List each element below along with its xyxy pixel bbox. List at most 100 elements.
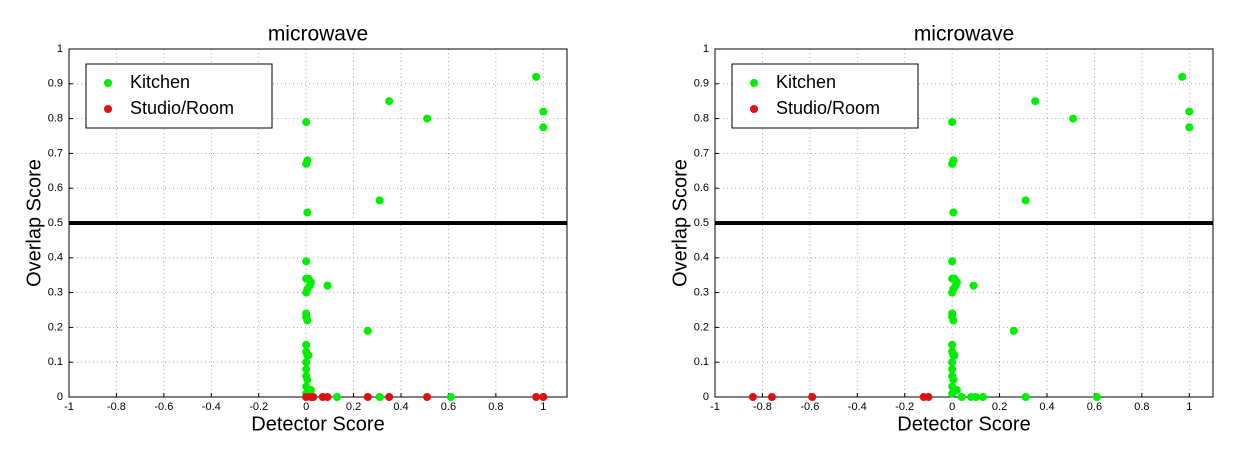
chart-title: microwave bbox=[268, 23, 368, 46]
point bbox=[539, 107, 548, 116]
point bbox=[302, 358, 311, 367]
x-tick-label: 0.2 bbox=[992, 401, 1007, 413]
x-axis-label: Detector Score bbox=[897, 413, 1030, 435]
point bbox=[446, 393, 455, 401]
x-tick-label: 0.4 bbox=[393, 401, 408, 413]
x-tick-label: -1 bbox=[710, 401, 720, 413]
legend-marker bbox=[750, 79, 758, 87]
point bbox=[948, 288, 957, 297]
y-tick-label: 0 bbox=[703, 391, 709, 403]
legend-marker bbox=[104, 79, 112, 87]
point bbox=[808, 393, 817, 401]
point bbox=[375, 196, 384, 205]
point bbox=[948, 340, 957, 349]
y-axis-label: Overlap Score bbox=[669, 159, 691, 287]
point bbox=[948, 118, 957, 127]
x-tick-label: 1 bbox=[540, 401, 546, 413]
point bbox=[957, 393, 966, 401]
y-tick-label: 0.9 bbox=[48, 78, 63, 90]
y-axis-label: Overlap Score bbox=[23, 159, 45, 287]
x-tick-label: 1 bbox=[1186, 401, 1192, 413]
point bbox=[309, 393, 318, 401]
x-tick-label: -1 bbox=[64, 401, 74, 413]
point bbox=[767, 393, 776, 401]
point bbox=[969, 281, 978, 290]
y-tick-label: 1 bbox=[703, 43, 709, 55]
point bbox=[532, 393, 541, 401]
x-tick-label: 0.8 bbox=[1134, 401, 1149, 413]
y-tick-label: 0.5 bbox=[48, 217, 63, 229]
x-tick-label: -0.8 bbox=[107, 401, 126, 413]
y-tick-label: 0.1 bbox=[694, 356, 709, 368]
point bbox=[423, 393, 432, 401]
x-tick-label: -0.6 bbox=[154, 401, 173, 413]
legend-label: Studio/Room bbox=[130, 98, 234, 118]
point bbox=[323, 393, 332, 401]
point bbox=[375, 393, 384, 401]
x-tick-label: 0 bbox=[949, 401, 955, 413]
y-tick-label: 0.3 bbox=[48, 287, 63, 299]
point bbox=[385, 393, 394, 401]
point bbox=[539, 393, 548, 401]
y-tick-label: 0.7 bbox=[48, 147, 63, 159]
x-tick-label: -0.8 bbox=[753, 401, 772, 413]
point bbox=[1021, 393, 1030, 401]
x-tick-label: -0.2 bbox=[249, 401, 268, 413]
point bbox=[978, 393, 987, 401]
point bbox=[302, 118, 311, 127]
legend: Kitchen Studio/Room bbox=[731, 63, 919, 129]
point bbox=[949, 316, 958, 325]
x-tick-label: 0.2 bbox=[346, 401, 361, 413]
chart: -1 -0.8 -0.6 -0.4 -0.2 0 0.2 0.4 0.6 0.8 1 0 0.1 0.2 0… bbox=[669, 23, 1214, 435]
point bbox=[949, 208, 958, 217]
point bbox=[303, 156, 312, 165]
point bbox=[303, 375, 312, 384]
point bbox=[1092, 393, 1101, 401]
point bbox=[303, 208, 312, 217]
point bbox=[948, 365, 957, 374]
x-tick-label: -0.4 bbox=[848, 401, 867, 413]
y-tick-label: 0.8 bbox=[48, 113, 63, 125]
point bbox=[1009, 326, 1018, 335]
legend-box bbox=[731, 63, 919, 129]
y-tick-label: 0 bbox=[57, 391, 63, 403]
point bbox=[950, 351, 959, 360]
y-tick-label: 0.4 bbox=[48, 252, 63, 264]
x-tick-label: 0.6 bbox=[441, 401, 456, 413]
y-tick-label: 0.5 bbox=[694, 217, 709, 229]
chart: -1 -0.8 -0.6 -0.4 -0.2 0 0.2 0.4 0.6 0.8 1 0 0.1 0.2 0… bbox=[23, 23, 568, 435]
y-tick-label: 0.8 bbox=[694, 113, 709, 125]
x-tick-label: 0 bbox=[303, 401, 309, 413]
point bbox=[951, 281, 960, 290]
y-tick-label: 0.1 bbox=[48, 356, 63, 368]
point bbox=[748, 393, 757, 401]
point bbox=[949, 375, 958, 384]
point bbox=[304, 351, 313, 360]
chart-title: microwave bbox=[914, 23, 1014, 46]
y-tick-label: 0.3 bbox=[694, 287, 709, 299]
point bbox=[1021, 196, 1030, 205]
point bbox=[1185, 107, 1194, 116]
legend-box bbox=[85, 63, 273, 129]
legend-marker bbox=[750, 105, 758, 113]
point bbox=[924, 393, 933, 401]
point bbox=[949, 156, 958, 165]
point bbox=[332, 393, 341, 401]
point bbox=[323, 281, 332, 290]
point bbox=[302, 365, 311, 374]
point bbox=[539, 123, 548, 132]
point bbox=[1031, 97, 1040, 106]
legend: Kitchen Studio/Room bbox=[85, 63, 273, 129]
legend-label: Kitchen bbox=[130, 72, 190, 92]
y-tick-label: 0.2 bbox=[48, 321, 63, 333]
point bbox=[948, 257, 957, 266]
legend-label: Studio/Room bbox=[776, 98, 880, 118]
point bbox=[302, 340, 311, 349]
y-tick-label: 1 bbox=[57, 43, 63, 55]
point bbox=[302, 288, 311, 297]
y-tick-label: 0.2 bbox=[694, 321, 709, 333]
point bbox=[532, 72, 541, 81]
x-tick-label: -0.4 bbox=[202, 401, 221, 413]
point bbox=[1178, 72, 1187, 81]
